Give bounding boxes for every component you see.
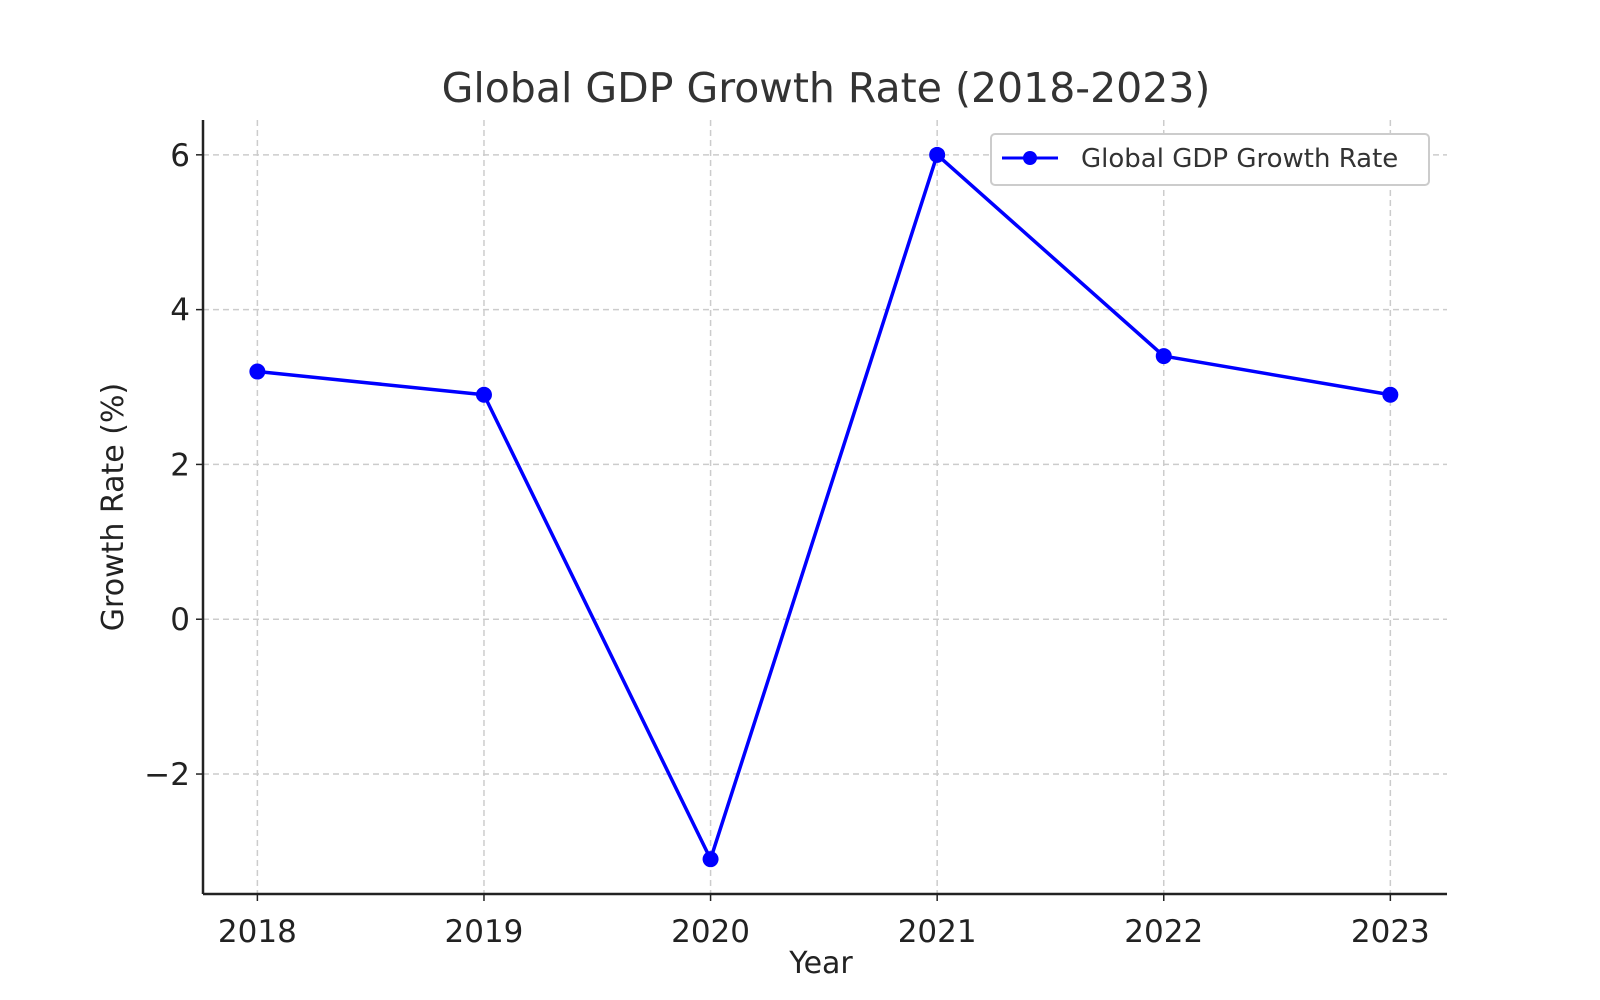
y-tick-label: 0 [170, 602, 190, 638]
x-tick-label: 2018 [218, 914, 297, 950]
x-tick-label: 2021 [898, 914, 977, 950]
x-axis-label: Year [788, 946, 853, 981]
data-series [249, 146, 1399, 868]
x-tick-label: 2019 [445, 914, 524, 950]
tick-labels: 2018 2019 2020 2021 2022 2023 −2 0 2 4 6 [144, 138, 1430, 950]
chart-title: Global GDP Growth Rate (2018-2023) [442, 64, 1211, 112]
y-tick-label: 4 [170, 293, 190, 329]
x-tick-label: 2022 [1124, 914, 1203, 950]
legend: Global GDP Growth Rate [990, 133, 1430, 186]
data-point [475, 386, 492, 403]
y-axis-label: Growth Rate (%) [96, 383, 131, 631]
y-tick-label: 2 [170, 447, 190, 483]
axes [196, 120, 1447, 901]
legend-marker-icon [1023, 151, 1037, 165]
data-point [1155, 348, 1172, 365]
data-point [702, 851, 719, 868]
legend-box [990, 133, 1430, 186]
series-line [255, 153, 1393, 861]
y-tick-label: 6 [170, 138, 190, 174]
x-tick-label: 2023 [1351, 914, 1430, 950]
x-tick-label: 2020 [671, 914, 750, 950]
data-point [1382, 386, 1399, 403]
data-point [929, 146, 946, 163]
legend-label: Global GDP Growth Rate [1081, 144, 1398, 174]
data-point [249, 363, 266, 380]
y-tick-label: −2 [144, 757, 190, 793]
grid-lines [203, 120, 1447, 894]
